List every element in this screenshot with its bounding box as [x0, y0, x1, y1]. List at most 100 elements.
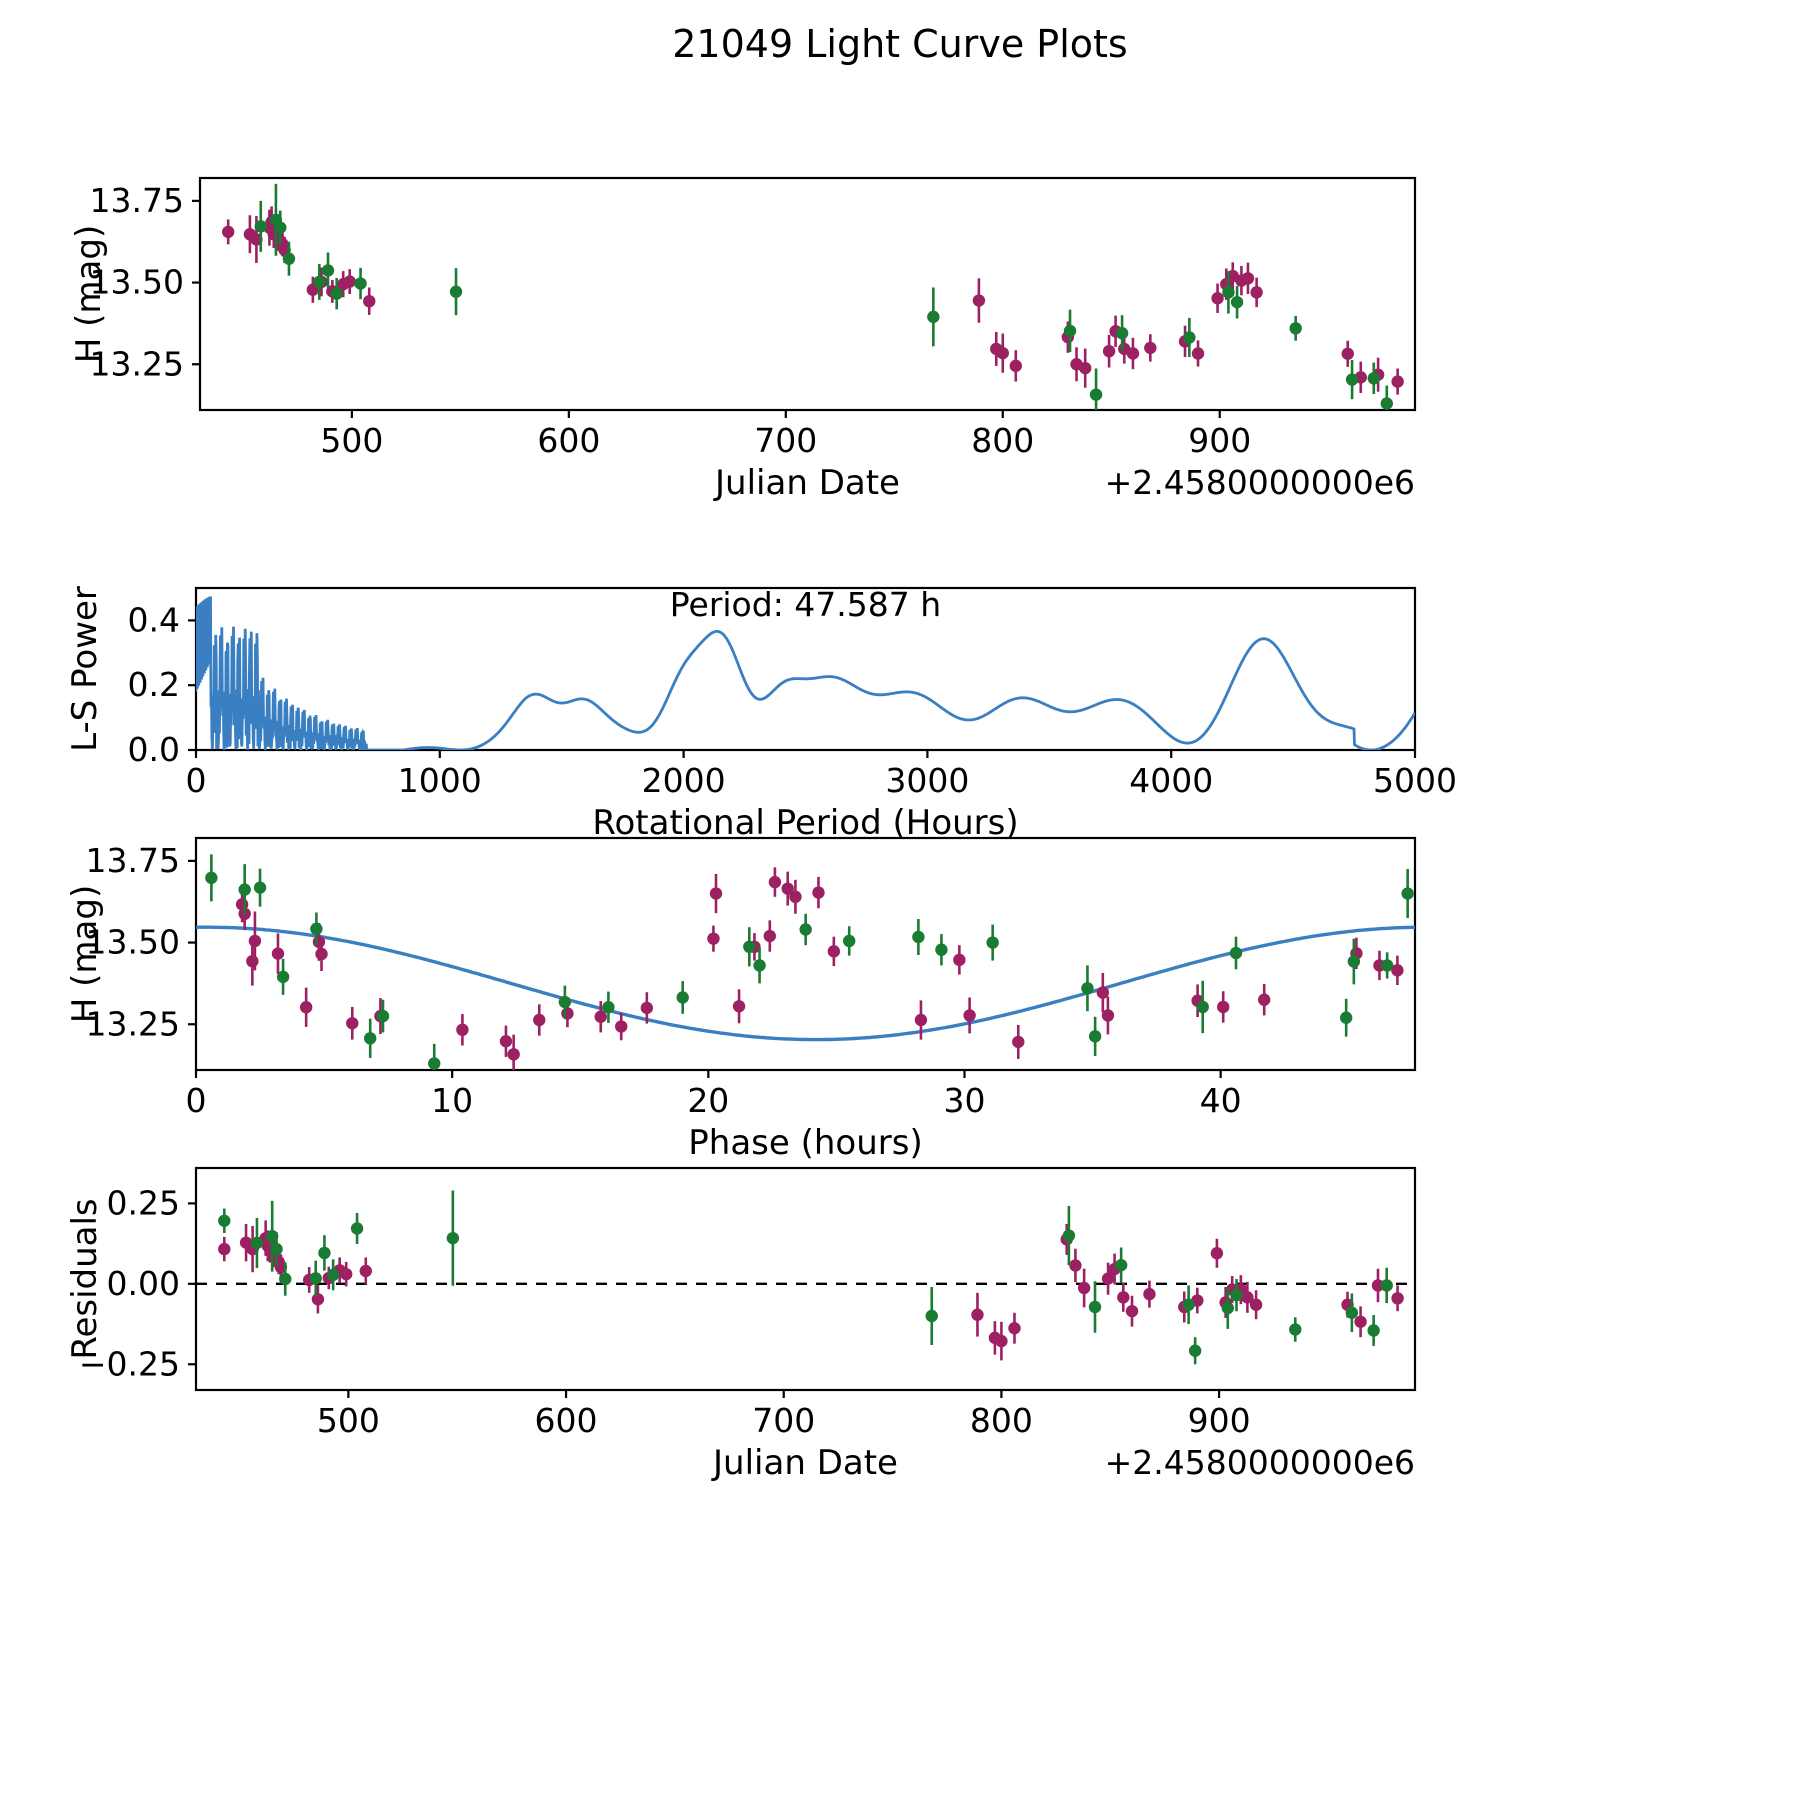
data-point: [753, 959, 766, 972]
data-point: [343, 275, 356, 288]
data-point: [676, 991, 689, 1004]
data-point: [1250, 286, 1263, 299]
data-point: [222, 225, 235, 239]
data-point: [963, 1009, 976, 1022]
data-point: [925, 1309, 938, 1323]
data-point: [363, 1032, 377, 1045]
y-tick-label: 13.75: [90, 181, 184, 220]
series-green: [205, 854, 1414, 1070]
y-tick-label: 13.50: [86, 923, 180, 962]
data-point: [1380, 397, 1393, 410]
data-point: [799, 923, 812, 936]
data-point: [971, 1308, 984, 1321]
axes-frame: [198, 176, 1417, 412]
x-axis-offset-label: +2.4580000000e6: [1105, 463, 1415, 502]
data-point: [1188, 1344, 1202, 1357]
data-point: [912, 930, 925, 944]
data-point: [1380, 959, 1394, 972]
data-point: [1354, 1315, 1367, 1328]
data-point: [318, 1246, 331, 1260]
panel-lightcurve: 500 600 700 800 900 13.25 13.50 13.75 Julian Dat…: [69, 176, 1417, 503]
data-point: [311, 1293, 325, 1306]
data-point: [1089, 388, 1103, 401]
figure-title: 21049 Light Curve Plots: [672, 22, 1128, 66]
data-point: [1117, 1291, 1130, 1304]
data-point: [339, 1267, 353, 1281]
data-point: [1347, 955, 1361, 968]
x-tick-label: 3000: [885, 761, 969, 800]
data-point: [313, 275, 326, 289]
data-point: [1144, 341, 1157, 355]
data-point: [1401, 887, 1414, 900]
data-point: [1257, 993, 1271, 1006]
data-point: [1125, 1304, 1139, 1318]
data-point: [743, 940, 756, 954]
data-point: [446, 1231, 460, 1245]
data-point: [995, 1334, 1008, 1348]
plot-area: [196, 854, 1415, 1070]
data-point: [594, 1010, 607, 1023]
data-point: [312, 935, 326, 949]
data-point: [499, 1035, 513, 1048]
period-annotation: Period: 47.587 h: [670, 585, 941, 624]
data-point: [1380, 1279, 1393, 1292]
x-axis-label: Julian Date: [711, 1443, 898, 1483]
data-point: [359, 1264, 372, 1278]
data-point: [1229, 946, 1243, 960]
y-tick-label: 13.25: [90, 344, 184, 383]
data-point: [1241, 272, 1255, 285]
axes-frame: [194, 836, 1417, 1072]
data-point: [1241, 1291, 1254, 1304]
x-axis-label: Rotational Period (Hours): [592, 803, 1018, 843]
data-point: [218, 1214, 231, 1227]
x-tick-label: 0: [186, 1081, 207, 1120]
data-point: [789, 890, 802, 904]
x-tick-label: 0: [186, 761, 207, 800]
data-point: [732, 1000, 746, 1013]
data-point: [768, 875, 782, 889]
y-tick-label: 0.0: [128, 730, 180, 769]
plot-area: [196, 596, 1415, 750]
data-point: [1211, 292, 1224, 305]
data-point: [1063, 324, 1077, 338]
data-point: [1345, 373, 1359, 386]
data-point: [276, 970, 290, 984]
data-point: [1126, 347, 1140, 360]
data-point: [707, 932, 720, 945]
data-point: [935, 943, 948, 956]
y-tick-label: 0.4: [128, 600, 180, 639]
panel-phase_folded: 0 10 20 30 40 13.25 13.50 13.75 Phase (hours) H (…: [65, 836, 1417, 1163]
y-tick-label: 0.25: [107, 1183, 180, 1222]
x-tick-label: 20: [687, 1081, 729, 1120]
data-point: [354, 277, 367, 290]
x-tick-label: 2000: [642, 761, 726, 800]
data-point: [246, 954, 259, 968]
data-point: [449, 285, 463, 298]
data-point: [827, 945, 841, 958]
data-point: [1081, 982, 1094, 995]
x-tick-label: 4000: [1129, 761, 1213, 800]
data-point: [1183, 331, 1196, 344]
y-tick-label: 13.75: [86, 841, 180, 880]
data-point: [282, 252, 296, 265]
data-point: [927, 310, 940, 324]
panel-periodogram: 0 1000 2000 3000 4000 5000 0.0 0.2 0.4 Rotational…: [65, 585, 1457, 843]
data-point: [456, 1023, 469, 1037]
data-point: [315, 947, 328, 961]
y-tick-label: −0.25: [79, 1344, 180, 1383]
model-sinusoid: [196, 925, 1415, 1042]
x-tick-label: 5000: [1373, 761, 1457, 800]
data-point: [1339, 1011, 1353, 1024]
data-point: [205, 871, 218, 885]
axes-frame: [194, 1166, 1417, 1392]
x-tick-label: 800: [970, 1401, 1033, 1440]
x-tick-label: 500: [320, 421, 383, 460]
x-axis-label: Julian Date: [713, 463, 900, 503]
data-point: [346, 1017, 359, 1030]
plot-area: [222, 183, 1404, 410]
x-tick-label: 800: [971, 421, 1034, 460]
data-point: [1062, 1229, 1076, 1242]
data-point: [953, 953, 966, 967]
data-point: [763, 929, 777, 943]
